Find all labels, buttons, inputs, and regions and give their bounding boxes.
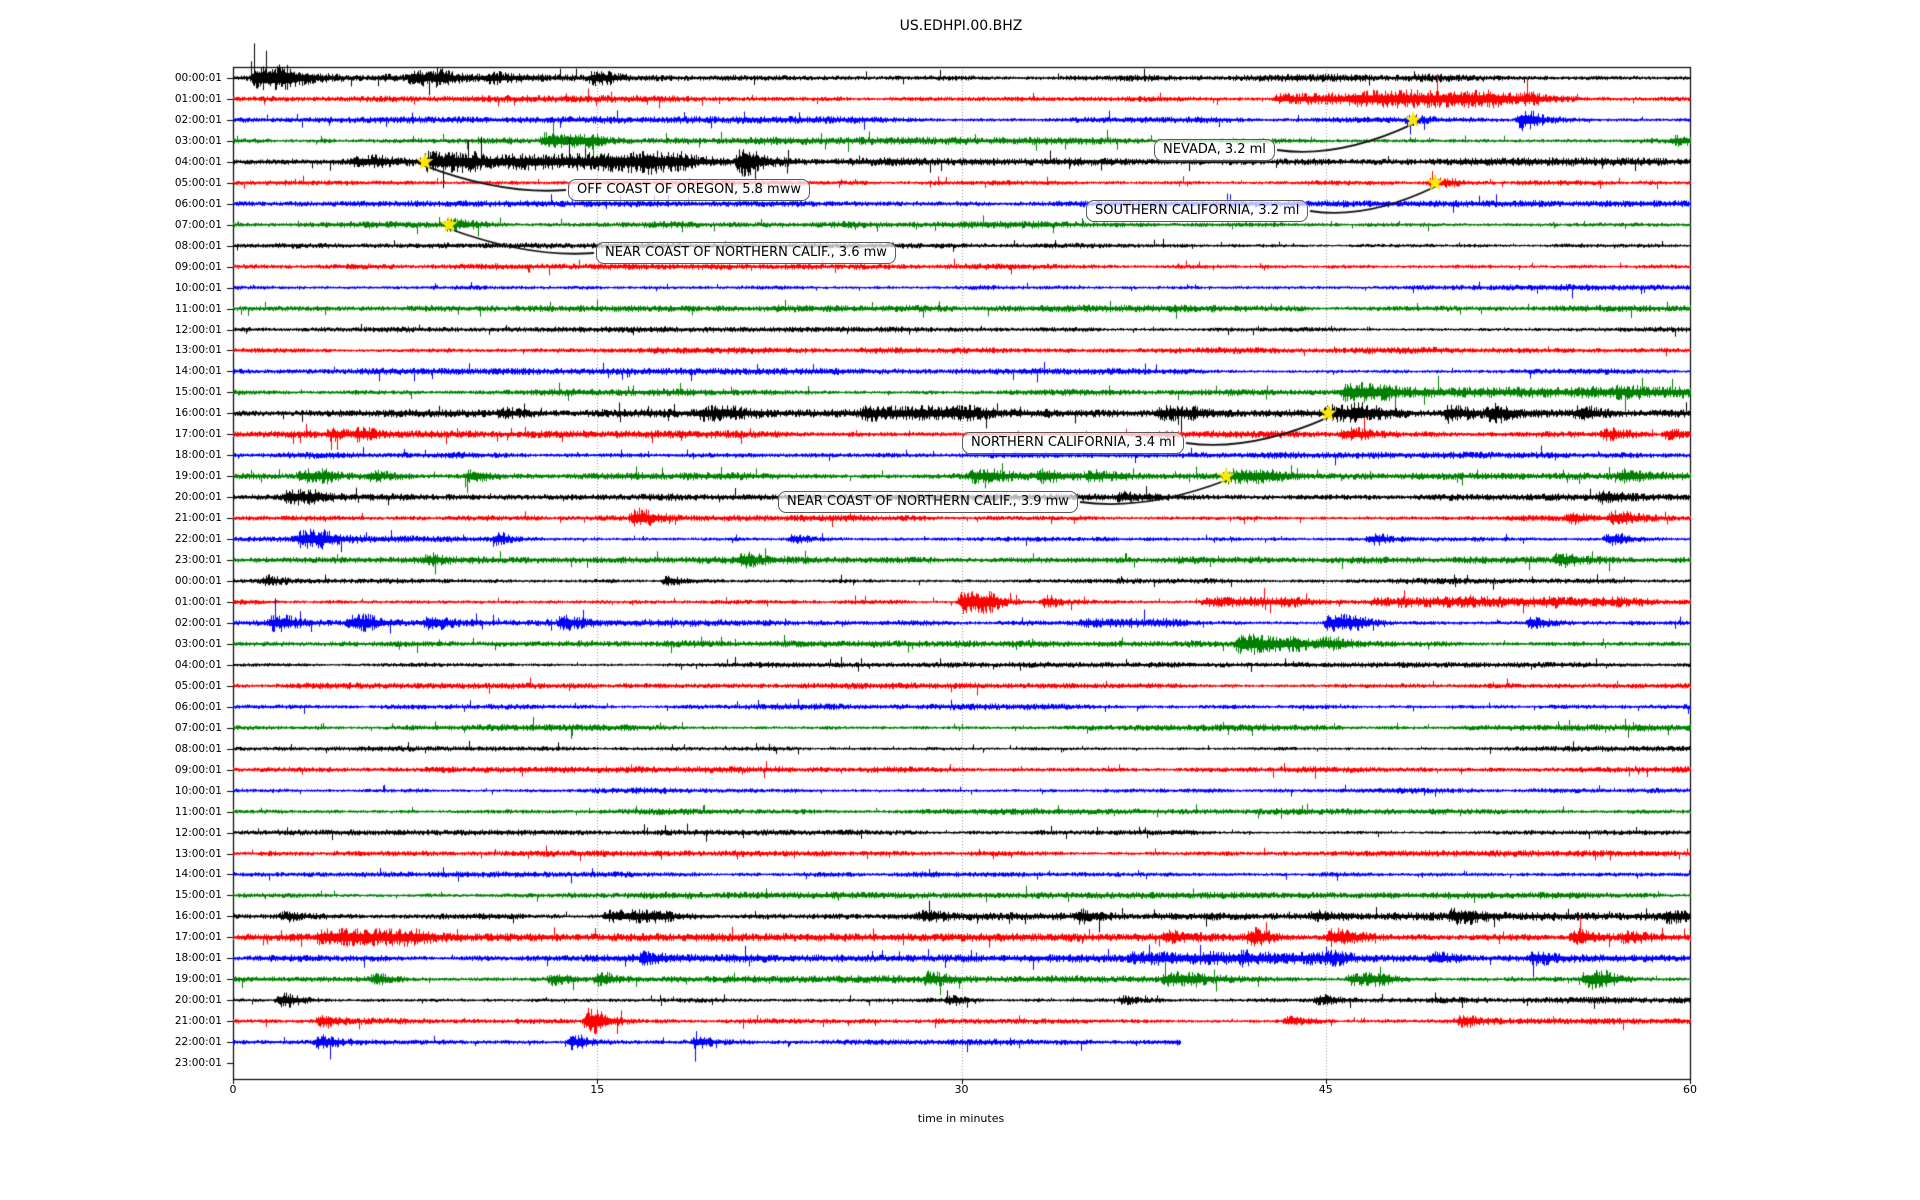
event-label-off-coast-oregon: OFF COAST OF OREGON, 5.8 mww	[568, 179, 810, 201]
row-label: 18:00:01	[174, 449, 222, 462]
row-label: 07:00:01	[174, 218, 222, 231]
event-label-nevada: NEVADA, 3.2 ml	[1154, 139, 1275, 161]
row-label: 04:00:01	[174, 658, 222, 671]
x-tick-label: 30	[954, 1083, 969, 1096]
row-label: 02:00:01	[174, 113, 222, 126]
row-label: 10:00:01	[174, 281, 222, 294]
figure-title: US.EDHPI.00.BHZ	[899, 18, 1023, 34]
x-tick-label: 45	[1318, 1083, 1333, 1096]
x-axis-label: time in minutes	[917, 1112, 1005, 1125]
event-label-near-coast-northern-calif-3-9: NEAR COAST OF NORTHERN CALIF., 3.9 mw	[778, 491, 1078, 513]
x-tick-label: 60	[1683, 1083, 1697, 1096]
row-label: 08:00:01	[174, 742, 222, 755]
row-label: 06:00:01	[174, 700, 222, 713]
row-label: 18:00:01	[174, 952, 222, 965]
row-label: 01:00:01	[174, 596, 222, 608]
row-label: 09:00:01	[174, 763, 222, 776]
row-label: 20:00:01	[174, 994, 222, 1007]
row-label: 13:00:01	[174, 344, 222, 357]
row-label: 03:00:01	[174, 637, 222, 650]
row-label: 00:00:01	[174, 575, 222, 588]
row-label: 17:00:01	[174, 428, 222, 441]
row-label: 05:00:01	[174, 176, 222, 189]
row-label: 19:00:01	[174, 470, 222, 483]
row-label: 09:00:01	[174, 260, 222, 273]
row-label: 01:00:01	[174, 92, 222, 105]
row-label: 22:00:01	[174, 1036, 222, 1049]
row-label: 10:00:01	[174, 784, 222, 797]
row-label: 16:00:01	[174, 910, 222, 923]
row-label: 20:00:01	[174, 491, 222, 504]
row-label: 11:00:01	[174, 302, 222, 315]
x-tick-label: 15	[590, 1083, 605, 1096]
row-label: 21:00:01	[174, 512, 222, 525]
row-label: 19:00:01	[174, 973, 222, 986]
row-label: 13:00:01	[174, 847, 222, 860]
row-label: 02:00:01	[174, 616, 222, 629]
row-label: 04:00:01	[174, 155, 222, 168]
row-label: 16:00:01	[174, 407, 222, 420]
event-label-southern-california: SOUTHERN CALIFORNIA, 3.2 ml	[1086, 200, 1309, 222]
row-label: 15:00:01	[174, 889, 222, 902]
row-label: 03:00:01	[174, 134, 222, 147]
row-label: 14:00:01	[174, 868, 222, 881]
row-label: 23:00:01	[174, 554, 222, 567]
event-label-near-coast-northern-calif-3-6: NEAR COAST OF NORTHERN CALIF., 3.6 mw	[596, 242, 896, 264]
row-label: 00:00:01	[174, 72, 222, 84]
row-label: 06:00:01	[174, 197, 222, 210]
row-label: 15:00:01	[174, 386, 222, 399]
row-label: 11:00:01	[174, 805, 222, 818]
row-label: 12:00:01	[174, 323, 222, 336]
row-label: 17:00:01	[174, 931, 222, 944]
row-label: 07:00:01	[174, 721, 222, 734]
row-label: 12:00:01	[174, 826, 222, 839]
row-label: 05:00:01	[174, 679, 222, 692]
event-label-northern-california: NORTHERN CALIFORNIA, 3.4 ml	[962, 432, 1185, 454]
row-label: 22:00:01	[174, 533, 222, 546]
row-label: 08:00:01	[174, 239, 222, 252]
x-tick-label: 0	[229, 1083, 237, 1096]
row-label: 23:00:01	[174, 1057, 222, 1070]
row-label: 21:00:01	[174, 1015, 222, 1028]
row-label: 14:00:01	[174, 365, 222, 378]
